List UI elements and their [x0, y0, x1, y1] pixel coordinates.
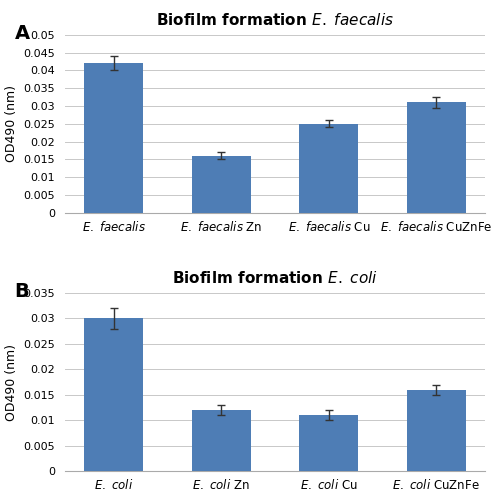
Text: $\it{E.\ faecalis}$ Cu: $\it{E.\ faecalis}$ Cu	[288, 220, 370, 234]
Y-axis label: OD490 (nm): OD490 (nm)	[5, 85, 18, 162]
Bar	[299, 124, 358, 213]
Text: Biofilm formation $\it{E.\ coli}$: Biofilm formation $\it{E.\ coli}$	[172, 270, 378, 286]
Text: $\it{E.\ coli}$ Zn: $\it{E.\ coli}$ Zn	[192, 478, 250, 493]
Text: Biofilm formation $\it{E.\ faecalis}$: Biofilm formation $\it{E.\ faecalis}$	[156, 11, 394, 28]
Text: B: B	[14, 282, 30, 302]
Bar	[299, 415, 358, 471]
Text: A: A	[14, 24, 30, 43]
Bar	[192, 156, 251, 213]
Text: Biofilm formation E. faecalis: Biofilm formation E. faecalis	[154, 12, 396, 28]
Bar	[407, 102, 466, 213]
Bar	[84, 318, 143, 471]
Bar	[84, 63, 143, 213]
Text: $\it{E.\ faecalis}$ CuZnFe: $\it{E.\ faecalis}$ CuZnFe	[380, 220, 492, 234]
Text: $\it{E.\ coli}$: $\it{E.\ coli}$	[94, 478, 134, 493]
Bar	[192, 410, 251, 471]
Text: $\it{E.\ faecalis}$: $\it{E.\ faecalis}$	[82, 220, 146, 234]
Y-axis label: OD490 (nm): OD490 (nm)	[5, 344, 18, 421]
Text: $\it{E.\ coli}$ Cu: $\it{E.\ coli}$ Cu	[300, 478, 358, 493]
Text: $\it{E.\ coli}$ CuZnFe: $\it{E.\ coli}$ CuZnFe	[392, 478, 480, 493]
Text: $\it{E.\ faecalis}$ Zn: $\it{E.\ faecalis}$ Zn	[180, 220, 262, 234]
Bar	[407, 390, 466, 471]
Text: Biofilm formation E. coli: Biofilm formation E. coli	[172, 271, 378, 286]
